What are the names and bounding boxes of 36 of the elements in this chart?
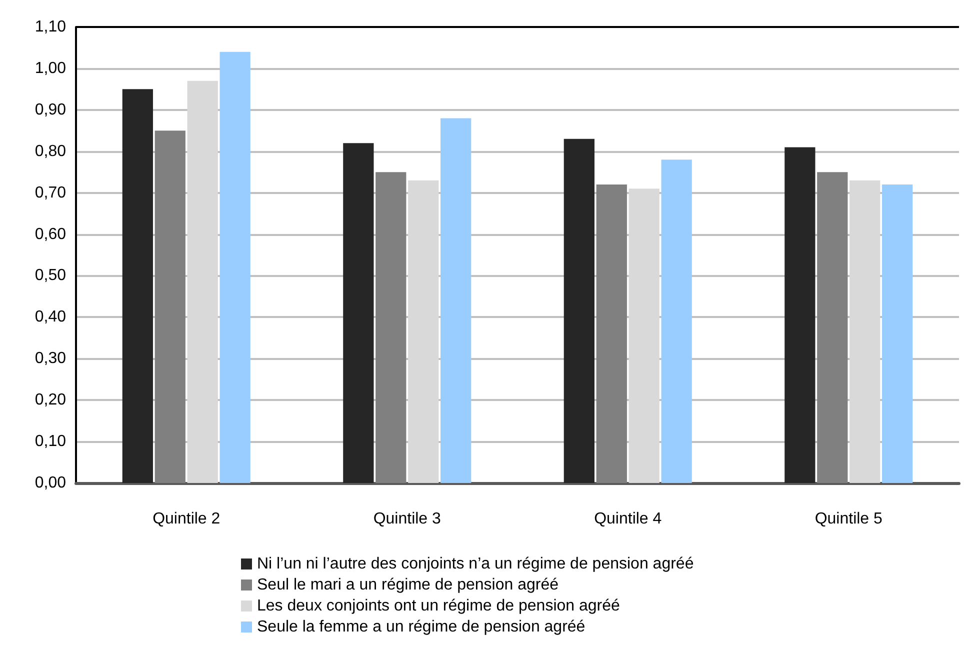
bar bbox=[817, 172, 848, 483]
x-tick-label: Quintile 2 bbox=[152, 510, 220, 528]
y-tick-label: 0,10 bbox=[34, 433, 66, 450]
x-tick-label: Quintile 4 bbox=[594, 510, 662, 528]
bar bbox=[784, 147, 816, 483]
x-tick-label: Quintile 3 bbox=[373, 510, 442, 528]
bar bbox=[628, 188, 660, 483]
bar bbox=[661, 160, 692, 483]
y-tick-label: 0,40 bbox=[34, 308, 66, 326]
y-tick-label: 0,50 bbox=[34, 267, 66, 284]
bar bbox=[376, 172, 406, 483]
bar bbox=[343, 143, 374, 483]
legend-label: Seule la femme a un régime de pension agréé bbox=[257, 618, 586, 636]
bar bbox=[122, 89, 153, 483]
y-tick-label: 0,80 bbox=[34, 142, 66, 160]
y-tick-label: 1,10 bbox=[34, 18, 66, 36]
y-tick-label: 0,90 bbox=[34, 101, 66, 118]
legend-label: Les deux conjoints ont un régime de pension agréé bbox=[257, 598, 620, 614]
y-tick-label: 0,70 bbox=[34, 184, 66, 202]
bar bbox=[154, 130, 186, 483]
bar bbox=[850, 180, 880, 483]
legend-label: Seul le mari a un régime de pension agréé bbox=[257, 576, 559, 594]
bar bbox=[882, 184, 913, 483]
x-tick-label: Quintile 5 bbox=[814, 510, 883, 528]
bar bbox=[596, 184, 627, 483]
bar bbox=[187, 80, 218, 483]
bar bbox=[220, 52, 250, 483]
y-tick-label: 0,30 bbox=[34, 350, 66, 368]
y-tick-label: 0,60 bbox=[34, 226, 66, 243]
bar bbox=[440, 118, 472, 483]
legend-label: Ni l’un ni l’autre des conjoints n’a un régime de pension agréé bbox=[257, 556, 694, 572]
bar bbox=[408, 180, 439, 483]
y-tick-label: 0,20 bbox=[34, 392, 66, 409]
y-tick-label: 0,00 bbox=[34, 474, 66, 492]
bar bbox=[564, 138, 594, 483]
y-tick-label: 1,00 bbox=[34, 60, 66, 77]
